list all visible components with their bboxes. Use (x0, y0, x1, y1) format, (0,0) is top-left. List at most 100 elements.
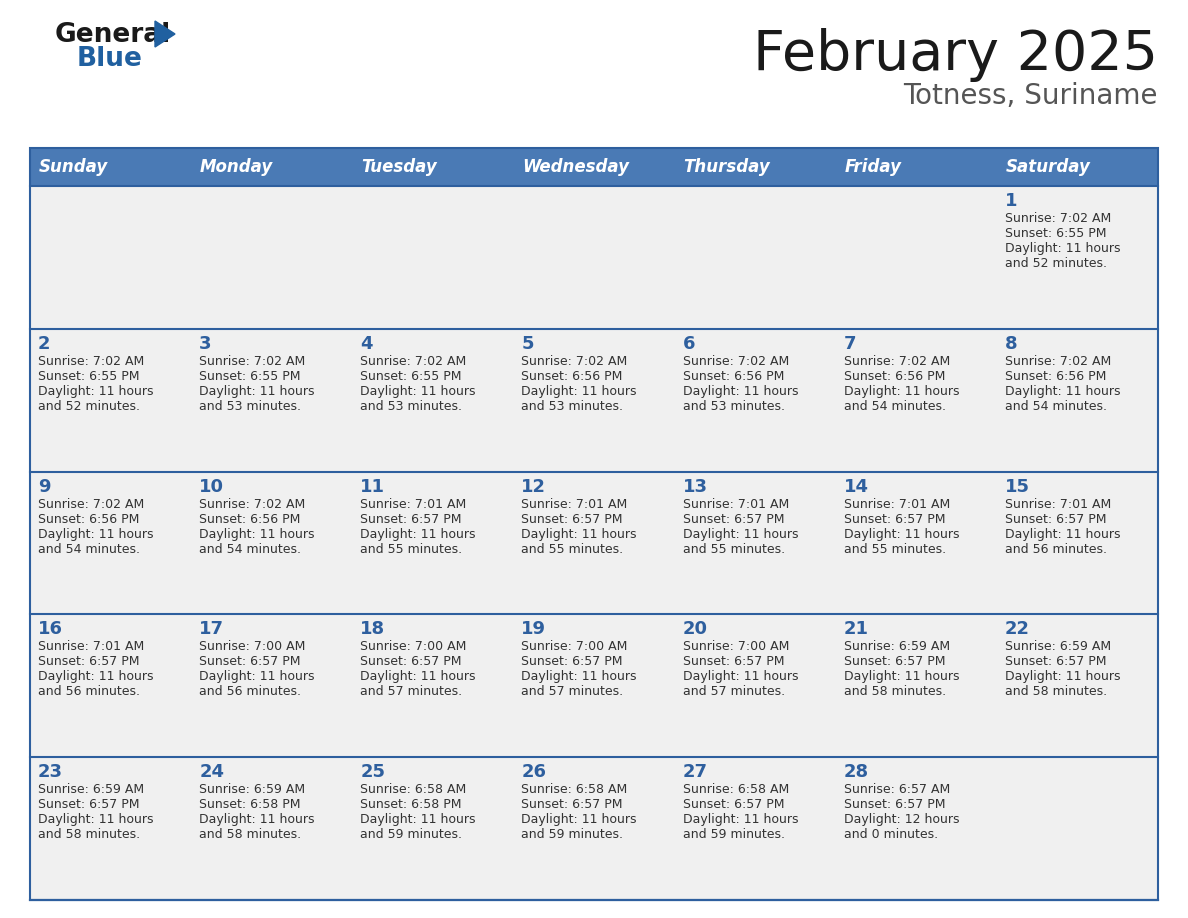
Text: Sunset: 6:57 PM: Sunset: 6:57 PM (683, 512, 784, 526)
Text: Sunset: 6:57 PM: Sunset: 6:57 PM (200, 655, 301, 668)
Text: Sunrise: 7:02 AM: Sunrise: 7:02 AM (360, 354, 467, 368)
Text: 6: 6 (683, 335, 695, 353)
Text: Sunset: 6:57 PM: Sunset: 6:57 PM (360, 512, 462, 526)
Bar (191, 186, 353, 329)
Text: Sunrise: 6:58 AM: Sunrise: 6:58 AM (683, 783, 789, 796)
Text: 28: 28 (843, 763, 868, 781)
Text: 20: 20 (683, 621, 708, 638)
Bar (997, 186, 1158, 329)
Text: Sunset: 6:56 PM: Sunset: 6:56 PM (843, 370, 946, 383)
Text: 5: 5 (522, 335, 533, 353)
Text: Sunrise: 6:58 AM: Sunrise: 6:58 AM (522, 783, 627, 796)
Text: Sunrise: 7:01 AM: Sunrise: 7:01 AM (522, 498, 627, 510)
Text: Daylight: 11 hours: Daylight: 11 hours (360, 813, 475, 826)
Text: Sunset: 6:55 PM: Sunset: 6:55 PM (360, 370, 462, 383)
Text: Sunrise: 6:59 AM: Sunrise: 6:59 AM (200, 783, 305, 796)
Text: and 54 minutes.: and 54 minutes. (38, 543, 140, 555)
Bar (835, 472, 997, 614)
Text: Sunset: 6:57 PM: Sunset: 6:57 PM (38, 655, 139, 668)
Text: Thursday: Thursday (683, 158, 770, 176)
Text: Sunrise: 7:02 AM: Sunrise: 7:02 AM (200, 498, 305, 510)
Bar (513, 329, 675, 472)
Text: Sunrise: 7:02 AM: Sunrise: 7:02 AM (200, 354, 305, 368)
Text: 21: 21 (843, 621, 868, 638)
Bar (997, 614, 1158, 757)
Text: Sunset: 6:58 PM: Sunset: 6:58 PM (200, 798, 301, 812)
Bar (835, 757, 997, 900)
Text: Sunset: 6:55 PM: Sunset: 6:55 PM (200, 370, 301, 383)
Text: 16: 16 (38, 621, 63, 638)
Bar (675, 186, 835, 329)
Text: Sunrise: 7:01 AM: Sunrise: 7:01 AM (843, 498, 950, 510)
Text: Sunrise: 7:02 AM: Sunrise: 7:02 AM (683, 354, 789, 368)
Text: and 53 minutes.: and 53 minutes. (683, 400, 784, 413)
Bar (997, 757, 1158, 900)
Text: and 53 minutes.: and 53 minutes. (360, 400, 462, 413)
Text: Daylight: 11 hours: Daylight: 11 hours (843, 385, 959, 397)
Text: Sunrise: 7:00 AM: Sunrise: 7:00 AM (360, 641, 467, 654)
Text: Sunday: Sunday (39, 158, 108, 176)
Bar (30, 148, 1158, 900)
Text: Sunrise: 7:02 AM: Sunrise: 7:02 AM (38, 354, 144, 368)
Text: Daylight: 11 hours: Daylight: 11 hours (200, 813, 315, 826)
Text: Sunset: 6:55 PM: Sunset: 6:55 PM (1005, 227, 1106, 240)
Bar (191, 757, 353, 900)
Text: and 58 minutes.: and 58 minutes. (200, 828, 302, 841)
Bar (675, 472, 835, 614)
Text: and 54 minutes.: and 54 minutes. (1005, 400, 1107, 413)
Text: General: General (55, 22, 171, 48)
Text: Sunset: 6:57 PM: Sunset: 6:57 PM (1005, 655, 1106, 668)
Bar (191, 148, 353, 186)
Text: Daylight: 11 hours: Daylight: 11 hours (360, 670, 475, 683)
Text: and 57 minutes.: and 57 minutes. (360, 686, 462, 699)
Text: Sunset: 6:56 PM: Sunset: 6:56 PM (683, 370, 784, 383)
Text: and 55 minutes.: and 55 minutes. (522, 543, 624, 555)
Text: and 52 minutes.: and 52 minutes. (38, 400, 140, 413)
Text: and 53 minutes.: and 53 minutes. (522, 400, 624, 413)
Text: 2: 2 (38, 335, 51, 353)
Text: and 57 minutes.: and 57 minutes. (522, 686, 624, 699)
Text: and 0 minutes.: and 0 minutes. (843, 828, 937, 841)
Bar (353, 472, 513, 614)
Text: Sunset: 6:57 PM: Sunset: 6:57 PM (843, 512, 946, 526)
Text: Sunrise: 7:00 AM: Sunrise: 7:00 AM (522, 641, 627, 654)
Text: Daylight: 11 hours: Daylight: 11 hours (683, 813, 798, 826)
Bar (997, 472, 1158, 614)
Text: Sunrise: 7:01 AM: Sunrise: 7:01 AM (1005, 498, 1111, 510)
Text: Wednesday: Wednesday (523, 158, 630, 176)
Text: Sunrise: 6:59 AM: Sunrise: 6:59 AM (1005, 641, 1111, 654)
Text: and 55 minutes.: and 55 minutes. (360, 543, 462, 555)
Bar (997, 148, 1158, 186)
Bar (835, 186, 997, 329)
Bar (675, 329, 835, 472)
Text: Sunset: 6:58 PM: Sunset: 6:58 PM (360, 798, 462, 812)
Text: and 52 minutes.: and 52 minutes. (1005, 257, 1107, 270)
Text: Sunrise: 7:02 AM: Sunrise: 7:02 AM (1005, 354, 1111, 368)
Text: Daylight: 11 hours: Daylight: 11 hours (683, 528, 798, 541)
Bar (675, 148, 835, 186)
Text: Sunrise: 7:01 AM: Sunrise: 7:01 AM (38, 641, 144, 654)
Text: and 58 minutes.: and 58 minutes. (38, 828, 140, 841)
Text: Daylight: 11 hours: Daylight: 11 hours (360, 385, 475, 397)
Text: Daylight: 11 hours: Daylight: 11 hours (522, 670, 637, 683)
Text: Sunrise: 7:02 AM: Sunrise: 7:02 AM (1005, 212, 1111, 225)
Text: and 55 minutes.: and 55 minutes. (683, 543, 785, 555)
Text: Sunrise: 7:02 AM: Sunrise: 7:02 AM (843, 354, 950, 368)
Text: Sunrise: 7:02 AM: Sunrise: 7:02 AM (38, 498, 144, 510)
Text: Sunrise: 6:59 AM: Sunrise: 6:59 AM (843, 641, 950, 654)
Bar (30, 472, 191, 614)
Bar (191, 472, 353, 614)
Text: Daylight: 11 hours: Daylight: 11 hours (522, 813, 637, 826)
Text: 22: 22 (1005, 621, 1030, 638)
Text: Sunset: 6:56 PM: Sunset: 6:56 PM (1005, 370, 1106, 383)
Text: Tuesday: Tuesday (361, 158, 437, 176)
Text: 17: 17 (200, 621, 225, 638)
Text: 13: 13 (683, 477, 708, 496)
Text: and 56 minutes.: and 56 minutes. (38, 686, 140, 699)
Bar (353, 757, 513, 900)
Bar (513, 472, 675, 614)
Text: Sunset: 6:56 PM: Sunset: 6:56 PM (38, 512, 139, 526)
Text: and 53 minutes.: and 53 minutes. (200, 400, 301, 413)
Text: Sunrise: 7:00 AM: Sunrise: 7:00 AM (200, 641, 305, 654)
Text: 10: 10 (200, 477, 225, 496)
